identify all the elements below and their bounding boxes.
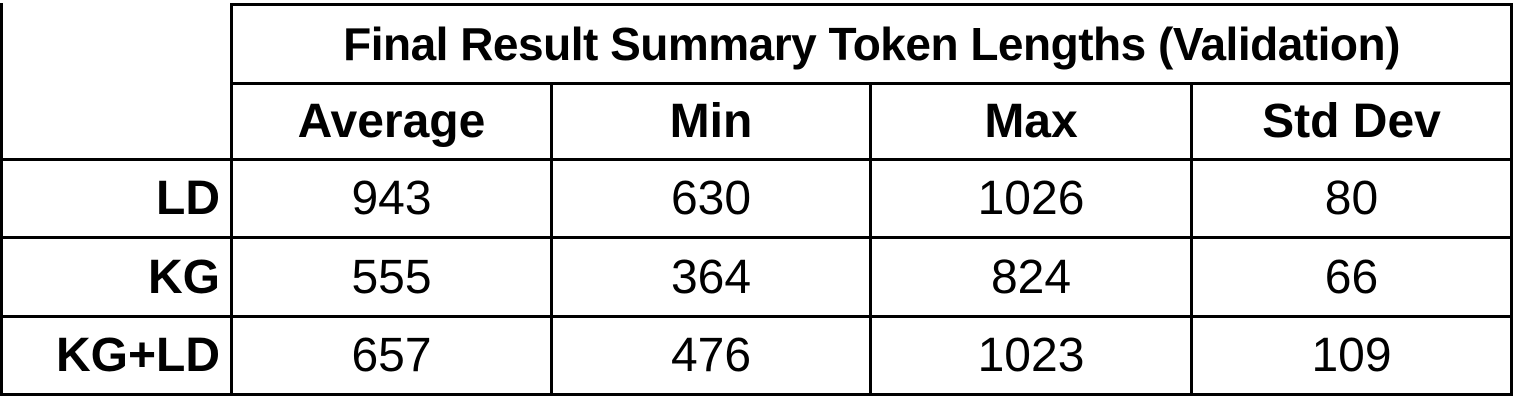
border-row3 [0,236,1513,239]
row-label-kg-ld: KG+LD [55,329,220,382]
border-bottom [0,393,1513,396]
border-top [230,3,1513,6]
table-cell: 657 [351,329,432,382]
table-cell: 555 [351,250,432,304]
border-col2 [550,82,553,396]
table-cell: 1026 [977,172,1085,225]
border-col1 [230,3,233,396]
column-header-max: Max [984,95,1078,148]
border-row2 [0,158,1513,161]
table-cell: 80 [1324,172,1379,225]
table-cell: 109 [1311,329,1392,382]
column-header-std-dev: Std Dev [1262,95,1441,148]
table-title: Final Result Summary Token Lengths (Vali… [343,18,1400,70]
row-label-kg: KG [148,250,220,304]
table-cell: 943 [351,172,432,225]
border-right [1510,3,1513,396]
column-header-min: Min [669,95,753,148]
table-cell: 364 [670,250,752,304]
table-cell: 66 [1324,250,1379,304]
row-label-ld: LD [156,172,220,225]
border-left [0,3,3,396]
border-row4 [0,315,1513,318]
border-col3 [869,82,872,396]
table-cell: 1023 [977,329,1085,382]
table-cell: 476 [670,329,752,382]
table-cell: 630 [670,172,752,225]
column-header-average: Average [297,95,486,148]
table-cell: 824 [990,250,1072,304]
border-col4 [1190,82,1193,396]
